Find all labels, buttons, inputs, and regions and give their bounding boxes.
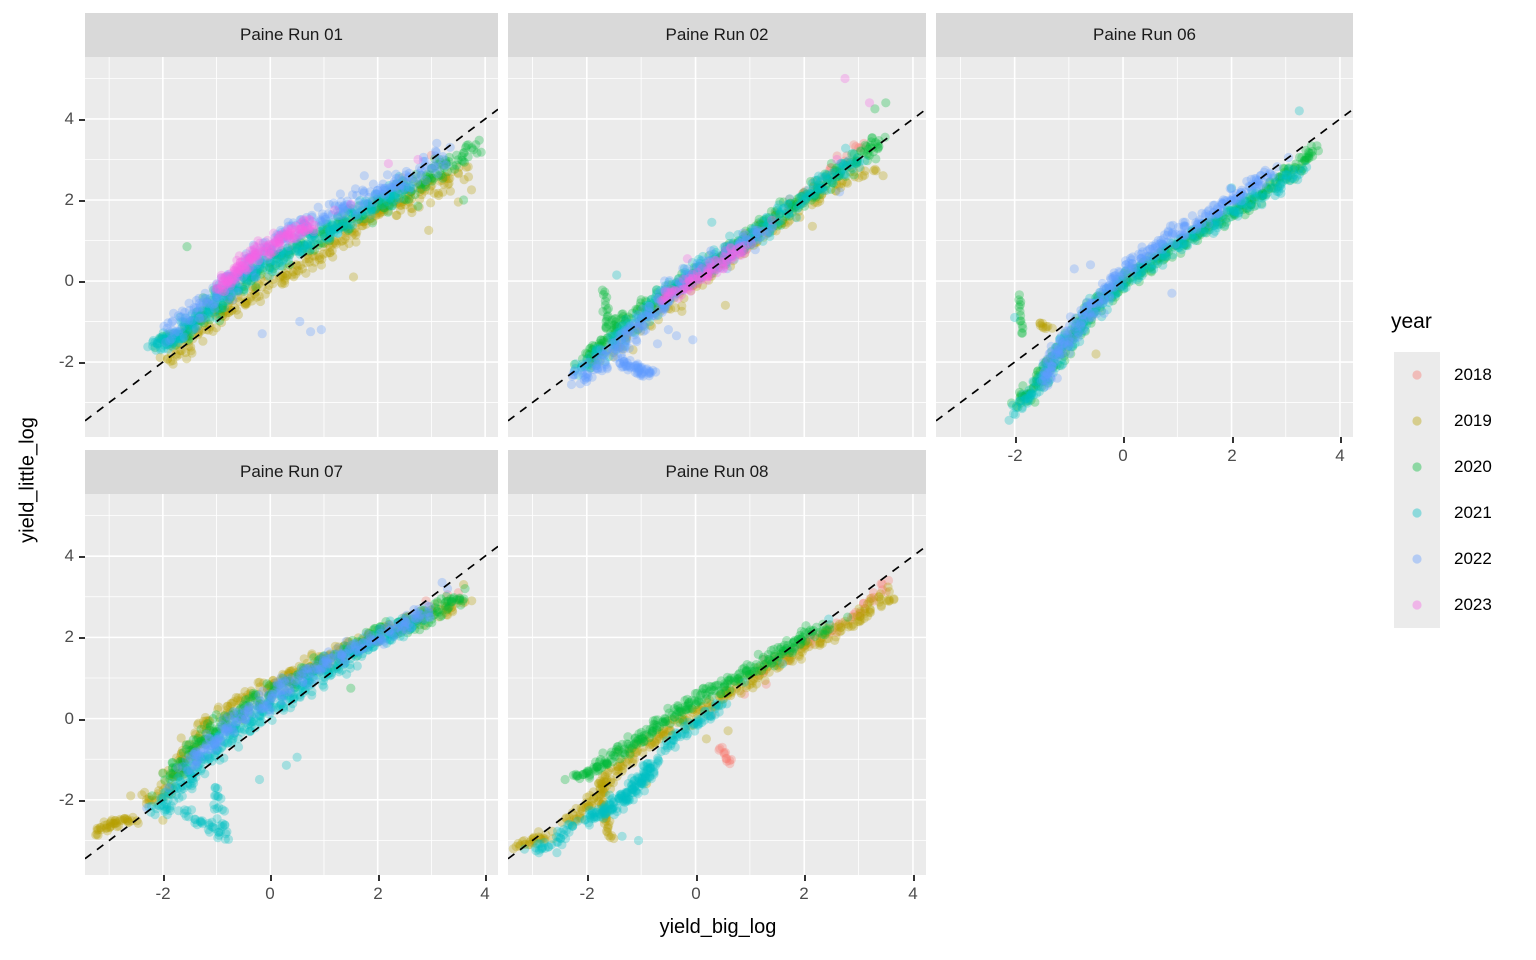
x-tick-mark <box>1015 437 1017 443</box>
y-tick-label: 2 <box>64 190 74 209</box>
legend-label-2019: 2019 <box>1454 411 1492 430</box>
x-tick-mark <box>587 875 589 881</box>
legend-key-2021 <box>1394 490 1440 536</box>
y-tick-label: -2 <box>58 352 74 371</box>
y-tick-mark <box>79 362 85 364</box>
scatter-points-2022 <box>566 187 845 390</box>
reference-line <box>508 545 926 860</box>
facet-panel-paine-run-06 <box>936 57 1353 437</box>
y-axis-title: yield_little_log <box>16 417 39 543</box>
x-tick-label: 0 <box>1118 446 1128 465</box>
y-tick-mark <box>79 637 85 639</box>
scatter-points-2018 <box>338 150 436 225</box>
legend-point-icon <box>1412 600 1422 610</box>
scatter-points-2021 <box>143 172 418 355</box>
y-tick-label: 4 <box>64 109 74 128</box>
legend-point-icon <box>1412 554 1422 564</box>
x-tick-mark <box>1123 437 1125 443</box>
facet-strip-paine-run-06: Paine Run 06 <box>936 13 1353 57</box>
y-tick-label: -2 <box>58 790 74 809</box>
legend-key-2023 <box>1394 582 1440 628</box>
scatter-points-2018 <box>718 138 869 262</box>
legend-point-icon <box>1412 462 1422 472</box>
x-tick-label: 2 <box>373 884 383 903</box>
y-tick-label: 4 <box>64 546 74 565</box>
y-tick-label: 0 <box>64 271 74 290</box>
reference-line <box>85 108 498 422</box>
legend-point-icon <box>1412 508 1422 518</box>
facet-panel-paine-run-07 <box>85 494 498 875</box>
y-tick-mark <box>79 281 85 283</box>
x-tick-mark <box>913 875 915 881</box>
x-tick-label: 2 <box>799 884 809 903</box>
x-tick-mark <box>163 875 165 881</box>
scatter-points-2020 <box>150 135 486 353</box>
scatter-points-2023 <box>211 154 423 297</box>
scatter-points-2018 <box>707 575 894 769</box>
legend-title: year <box>1391 310 1432 333</box>
legend-label-2023: 2023 <box>1454 595 1492 614</box>
scatter-points-2020 <box>1006 141 1323 412</box>
facet-panel-paine-run-08 <box>508 494 926 875</box>
x-tick-mark <box>696 875 698 881</box>
scatter-points-2018 <box>400 588 463 622</box>
x-tick-mark <box>804 875 806 881</box>
legend-key-2019 <box>1394 398 1440 444</box>
x-tick-mark <box>378 875 380 881</box>
legend-label-2022: 2022 <box>1454 549 1492 568</box>
y-tick-mark <box>79 719 85 721</box>
x-tick-label: 0 <box>265 884 275 903</box>
legend-label-2021: 2021 <box>1454 503 1492 522</box>
facet-panel-paine-run-01 <box>85 57 498 437</box>
x-tick-label: -2 <box>1007 446 1023 465</box>
reference-line <box>936 108 1353 422</box>
facet-strip-paine-run-02: Paine Run 02 <box>508 13 926 57</box>
facet-strip-paine-run-01: Paine Run 01 <box>85 13 498 57</box>
x-tick-mark <box>1232 437 1234 443</box>
scatter-points-2020 <box>569 98 891 373</box>
y-tick-label: 2 <box>64 627 74 646</box>
y-tick-label: 0 <box>64 709 74 728</box>
x-tick-label: 0 <box>691 884 701 903</box>
y-tick-mark <box>79 556 85 558</box>
scatter-points-2021 <box>1004 106 1312 425</box>
x-tick-label: 4 <box>908 884 918 903</box>
facet-strip-paine-run-08: Paine Run 08 <box>508 450 926 494</box>
x-tick-label: -2 <box>579 884 595 903</box>
legend-label-2018: 2018 <box>1454 365 1492 384</box>
legend-point-icon <box>1412 416 1422 426</box>
reference-line <box>508 108 926 422</box>
facet-strip-paine-run-07: Paine Run 07 <box>85 450 498 494</box>
scatter-points-2019 <box>1035 318 1101 359</box>
x-tick-mark <box>485 875 487 881</box>
x-tick-mark <box>270 875 272 881</box>
scatter-points-2019 <box>91 580 477 840</box>
x-tick-label: 4 <box>480 884 490 903</box>
x-tick-label: 2 <box>1227 446 1237 465</box>
y-tick-mark <box>79 200 85 202</box>
x-tick-mark <box>1340 437 1342 443</box>
reference-line <box>85 545 498 860</box>
facet-panel-paine-run-02 <box>508 57 926 437</box>
scatter-points-2019 <box>508 582 899 854</box>
legend-key-2020 <box>1394 444 1440 490</box>
y-tick-mark <box>79 800 85 802</box>
legend-point-icon <box>1412 370 1422 380</box>
x-tick-label: -2 <box>155 884 171 903</box>
scatter-points-2020 <box>560 612 853 785</box>
x-tick-label: 4 <box>1335 446 1345 465</box>
x-axis-title: yield_big_log <box>659 916 777 938</box>
legend-key-2022 <box>1394 536 1440 582</box>
legend-key-2018 <box>1394 352 1440 398</box>
y-tick-mark <box>79 119 85 121</box>
legend-label-2020: 2020 <box>1454 457 1492 476</box>
